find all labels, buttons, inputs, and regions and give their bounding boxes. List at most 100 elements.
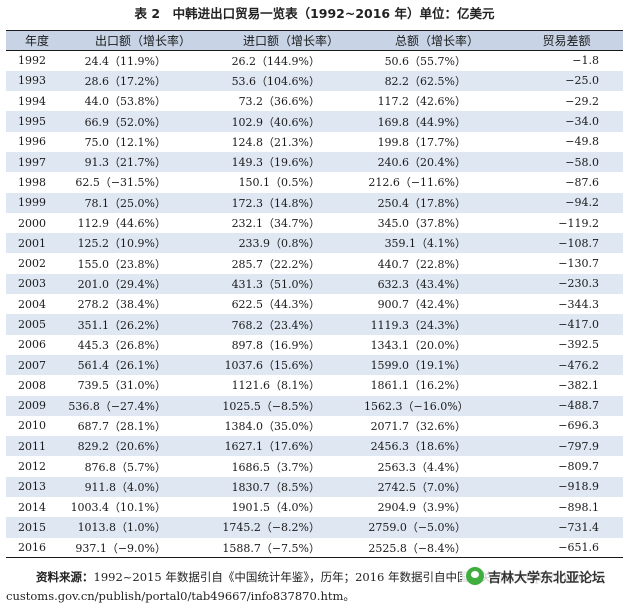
- table-row: 2012 876.8（5.7%） 1686.5（3.7%） 2563.3（4.4%） −…: [6, 456, 623, 476]
- cell-year: 2016: [6, 537, 68, 559]
- cell-balance: −898.1: [558, 500, 599, 514]
- table-header-row: 年度 出口额（增长率） 进口额（增长率） 总额（增长率） 贸易差额: [6, 30, 623, 51]
- cell-year: 2015: [18, 520, 46, 534]
- table-title: 表 2 中韩进出口贸易一览表（1992~2016 年）单位：亿美元: [134, 6, 495, 21]
- cell-export: 44.0（53.8%）: [84, 95, 166, 109]
- cell-balance: −918.9: [558, 480, 599, 494]
- col-header-balance: 贸易差额: [510, 30, 623, 51]
- cell-year: 1994: [18, 94, 46, 108]
- cell-balance: −651.6: [510, 537, 623, 559]
- cell-balance: −230.3: [558, 277, 599, 291]
- cell-year: 1995: [18, 115, 46, 129]
- watermark-text: 吉林大学东北亚论坛: [488, 570, 606, 586]
- cell-year: 2010: [18, 419, 46, 433]
- cell-total: 1861.1（16.2%）: [370, 379, 466, 393]
- table-row: 1994 44.0（53.8%） 73.2（36.6%） 117.2（42.6%） −2…: [6, 91, 623, 111]
- cell-total: 240.6（20.4%）: [377, 156, 466, 170]
- cell-balance: −344.3: [558, 297, 599, 311]
- cell-total: 2904.9（3.9%）: [377, 501, 466, 515]
- cell-balance: −417.0: [558, 318, 599, 331]
- table-body: 1992 24.4（11.9%） 26.2（144.9%） 50.6（55.7%） −1…: [6, 51, 623, 559]
- col-header-total: 总额（增长率）: [364, 30, 510, 51]
- table-row: 1997 91.3（21.7%） 149.3（19.6%） 240.6（20.4%） −…: [6, 151, 623, 173]
- cell-total: 2742.5（7.0%）: [377, 480, 466, 494]
- cell-export: 78.1（25.0%）: [84, 196, 166, 210]
- cell-import: 73.2（36.6%）: [238, 95, 320, 109]
- cell-year: 2009: [18, 399, 46, 413]
- cell-total: 2071.7（32.6%）: [370, 419, 466, 433]
- cell-total: 250.4（17.8%）: [377, 196, 466, 210]
- cell-export: 66.9（52.0%）: [84, 115, 166, 129]
- cell-year: 1997: [18, 155, 46, 169]
- cell-year: 2003: [18, 277, 46, 291]
- trade-table: 年度 出口额（增长率） 进口额（增长率） 总额（增长率） 贸易差额 1992 24…: [6, 30, 623, 559]
- cell-total: 169.8（44.9%）: [377, 115, 466, 129]
- cell-year: 2008: [18, 378, 46, 392]
- cell-export: 876.8（5.7%）: [84, 460, 166, 474]
- cell-export: 28.6（17.2%）: [84, 74, 166, 88]
- cell-year: 1996: [18, 135, 46, 149]
- cell-import: 150.1（0.5%）: [238, 176, 320, 190]
- table-row: 2005 351.1（26.2%） 768.2（23.4%） 1119.3（24.3%…: [6, 314, 623, 335]
- table-row: 2003 201.0（29.4%） 431.3（51.0%） 632.3（43.4%）…: [6, 273, 623, 295]
- cell-import: 768.2（23.4%）: [231, 318, 320, 332]
- cell-export: 911.8（4.0%）: [84, 480, 166, 494]
- cell-import: 1686.5（3.7%）: [231, 460, 320, 474]
- cell-export: 62.5（−31.5%）: [75, 176, 166, 190]
- cell-export: 278.2（38.4%）: [77, 298, 166, 312]
- cell-export: 351.1（26.2%）: [77, 318, 166, 332]
- cell-year: 1998: [18, 175, 46, 189]
- table-row: 1996 75.0（12.1%） 124.8（21.3%） 199.8（17.7%） −…: [6, 132, 623, 152]
- table-row: 1995 66.9（52.0%） 102.9（40.6%） 169.8（44.9%） −…: [6, 111, 623, 132]
- col-header-year: 年度: [6, 30, 68, 51]
- cell-total: 345.0（37.8%）: [377, 217, 466, 231]
- table-row: 2016 937.1（−9.0%） 1588.7（−7.5%） 2525.8（−8.4…: [6, 537, 623, 559]
- cell-year: 1999: [18, 196, 46, 210]
- cell-balance: −119.2: [558, 216, 599, 230]
- cell-year: 2007: [18, 358, 46, 372]
- cell-import: 26.2（144.9%）: [231, 54, 320, 68]
- cell-export: 687.7（28.1%）: [77, 419, 166, 433]
- table-row: 1992 24.4（11.9%） 26.2（144.9%） 50.6（55.7%） −1…: [6, 51, 623, 71]
- table-row: 2010 687.7（28.1%） 1384.0（35.0%） 2071.7（32.6…: [6, 416, 623, 436]
- cell-export: 24.4（11.9%）: [84, 54, 166, 68]
- cell-total: 900.7（42.4%）: [377, 298, 466, 312]
- cell-total: 50.6（55.7%）: [384, 54, 466, 68]
- cell-import: 1384.0（35.0%）: [224, 419, 320, 433]
- cell-export: 445.3（26.8%）: [77, 338, 166, 352]
- cell-import: 172.3（14.8%）: [231, 196, 320, 210]
- cell-total: 1599.0（19.1%）: [370, 359, 466, 373]
- cell-export: 561.4（26.1%）: [77, 359, 166, 373]
- table-row: 2001 125.2（10.9%） 233.9（0.8%） 359.1（4.1%） −1…: [6, 233, 623, 254]
- cell-import: 285.7（22.2%）: [231, 257, 320, 271]
- cell-import: 1627.1（17.6%）: [224, 440, 320, 454]
- table-row: 1993 28.6（17.2%） 53.6（104.6%） 82.2（62.5%） −2…: [6, 70, 623, 92]
- cell-export: 536.8（−27.4%）: [68, 399, 166, 413]
- cell-export: 125.2（10.9%）: [77, 237, 166, 251]
- cell-total: 2563.3（4.4%）: [377, 460, 466, 474]
- cell-balance: −94.2: [565, 196, 599, 210]
- cell-year: 2013: [18, 480, 46, 494]
- cell-balance: −87.6: [565, 175, 599, 189]
- cell-total: 1562.3（−16.0%）: [364, 399, 469, 413]
- cell-year: 2004: [18, 297, 46, 311]
- table-row: 1999 78.1（25.0%） 172.3（14.8%） 250.4（17.8%） −…: [6, 192, 623, 213]
- col-header-export: 出口额（增长率）: [68, 30, 218, 51]
- cell-import: 1025.5（−8.5%）: [222, 399, 320, 413]
- cell-import: 232.1（34.7%）: [231, 217, 320, 231]
- cell-balance: −58.0: [565, 155, 599, 169]
- cell-import: 233.9（0.8%）: [238, 237, 320, 251]
- cell-balance: −488.7: [558, 399, 599, 413]
- cell-export: 112.9（44.6%）: [77, 217, 166, 231]
- cell-total: 1119.3（24.3%）: [370, 318, 466, 332]
- cell-year: 2006: [18, 338, 46, 352]
- cell-import: 1830.7（8.5%）: [231, 480, 320, 494]
- cell-balance: −382.1: [558, 378, 599, 392]
- cell-balance: −29.2: [565, 94, 599, 108]
- cell-export: 155.0（23.8%）: [77, 257, 166, 271]
- cell-year: 2002: [18, 257, 46, 271]
- cell-balance: −1.8: [572, 54, 599, 68]
- cell-import: 622.5（44.3%）: [231, 298, 320, 312]
- cell-year: 1993: [18, 74, 46, 88]
- cell-import: 1901.5（4.0%）: [231, 501, 320, 515]
